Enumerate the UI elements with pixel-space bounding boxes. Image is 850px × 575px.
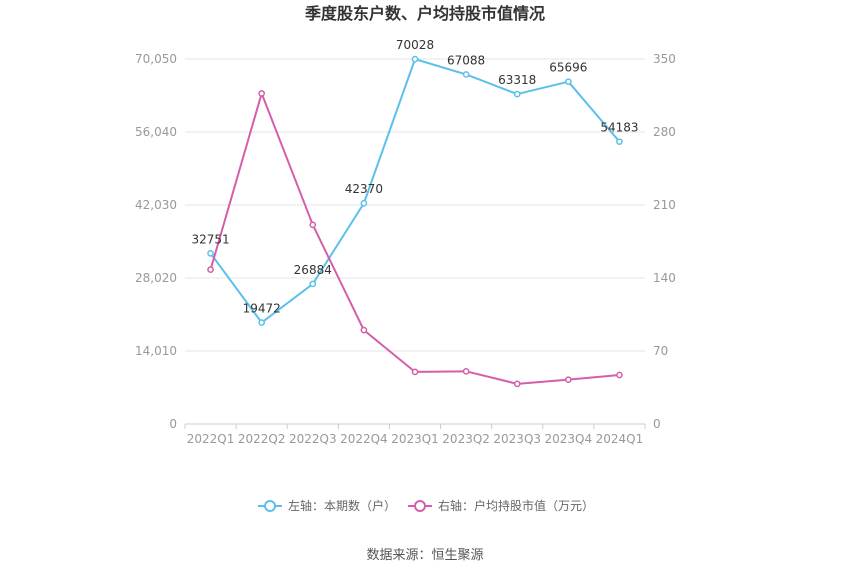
data-label: 54183 xyxy=(600,121,638,135)
x-tick-label: 2023Q1 xyxy=(391,432,439,446)
data-label: 19472 xyxy=(243,302,281,316)
data-point-holders xyxy=(411,55,419,63)
legend-swatch-marker xyxy=(264,500,276,512)
legend-label: 右轴：户均持股市值（万元） xyxy=(438,498,594,513)
data-label: 70028 xyxy=(396,38,434,52)
data-point-holders xyxy=(513,90,521,98)
data-point-holders xyxy=(258,319,266,326)
data-point-avg-value xyxy=(309,221,317,229)
x-tick-label: 2023Q4 xyxy=(545,432,593,446)
left-tick-label: 42,030 xyxy=(135,198,177,212)
x-axis: 2022Q1 2022Q2 2022Q3 2022Q4 2023Q1 2023Q2 2023… xyxy=(184,424,646,446)
left-tick-label: 56,040 xyxy=(135,125,177,139)
left-tick-label: 0 xyxy=(169,417,177,431)
data-point-avg-value xyxy=(616,371,623,379)
series-line-holders xyxy=(209,58,621,324)
data-label: 42370 xyxy=(345,182,383,196)
data-point-avg-value xyxy=(564,376,572,384)
x-tick-label: 2022Q1 xyxy=(187,432,235,446)
data-point-avg-value xyxy=(462,367,470,375)
right-tick-label: 280 xyxy=(653,125,676,139)
left-tick-label: 70,050 xyxy=(135,52,177,66)
legend-item: 左轴：本期数（户） xyxy=(258,498,396,513)
source-note: 数据来源：恒生聚源 xyxy=(366,548,483,563)
right-tick-label: 0 xyxy=(653,417,661,431)
data-point-holders xyxy=(462,71,470,78)
x-tick-label: 2022Q3 xyxy=(289,432,337,446)
x-tick-label: 2023Q2 xyxy=(442,432,490,446)
data-label: 63318 xyxy=(498,73,536,87)
data-label: 26884 xyxy=(294,263,332,277)
left-tick-label: 28,020 xyxy=(135,271,177,285)
series-line-avg-value xyxy=(209,92,620,385)
x-tick-label: 2024Q1 xyxy=(596,432,644,446)
data-point-holders xyxy=(309,280,317,288)
data-point-holders xyxy=(616,138,623,146)
legend: 左轴：本期数（户） 右轴：户均持股市值（万元） xyxy=(258,498,594,513)
data-point-holders xyxy=(207,249,214,257)
legend-swatch-marker xyxy=(414,500,426,512)
right-tick-label: 210 xyxy=(653,198,676,212)
data-point-avg-value xyxy=(513,380,521,388)
legend-item: 右轴：户均持股市值（万元） xyxy=(408,498,594,513)
series-layer xyxy=(207,55,623,388)
left-tick-label: 14,010 xyxy=(135,344,177,358)
data-point-avg-value xyxy=(411,368,419,376)
x-tick-label: 2022Q4 xyxy=(340,432,388,446)
legend-label: 左轴：本期数（户） xyxy=(288,498,396,513)
x-tick-label: 2023Q3 xyxy=(493,432,541,446)
data-label: 67088 xyxy=(447,53,485,67)
data-point-avg-value xyxy=(258,90,266,97)
right-tick-label: 70 xyxy=(653,344,668,358)
x-tick-label: 2022Q2 xyxy=(238,432,286,446)
data-point-avg-value xyxy=(207,266,214,274)
data-point-holders xyxy=(360,199,368,207)
data-point-avg-value xyxy=(360,326,368,334)
data-point-holders xyxy=(564,78,572,86)
right-axis: 0 70 140 210 280 350 xyxy=(653,52,676,431)
right-tick-label: 350 xyxy=(653,52,676,66)
data-label: 65696 xyxy=(549,61,587,75)
chart-title: 季度股东户数、户均持股市值情况 xyxy=(304,4,545,23)
left-axis: 0 14,010 28,020 42,030 56,040 70,050 xyxy=(135,52,177,431)
right-tick-label: 140 xyxy=(653,271,676,285)
data-labels: 32751 19472 26884 42370 70028 67088 63318 65696… xyxy=(191,38,638,315)
data-label: 32751 xyxy=(191,232,229,246)
